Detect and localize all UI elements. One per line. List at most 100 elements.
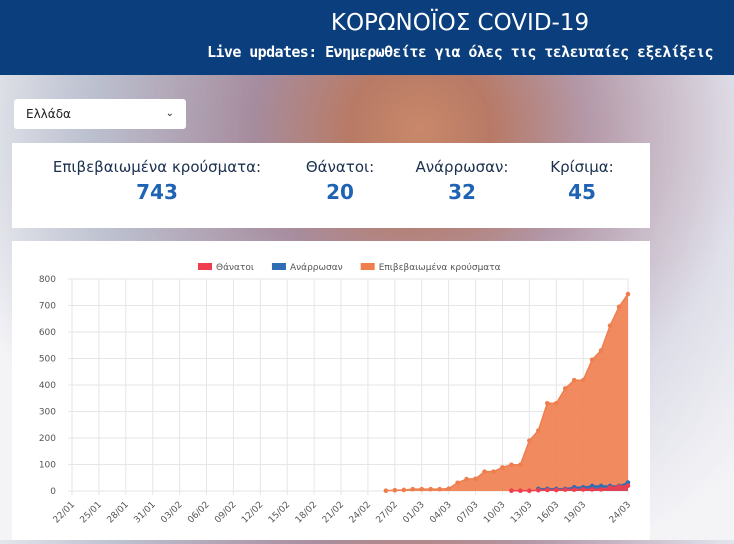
point: [473, 476, 478, 482]
stat-value: 32: [448, 180, 476, 204]
y-tick-label: 600: [39, 328, 56, 338]
point: [616, 484, 622, 489]
legend-swatch: [271, 263, 286, 270]
x-tick-label: 15/02: [267, 500, 292, 525]
point: [500, 465, 505, 470]
point: [509, 488, 514, 494]
point: [589, 487, 595, 492]
point: [571, 487, 577, 492]
point: [509, 462, 514, 468]
point: [527, 488, 532, 494]
point: [589, 357, 595, 363]
y-tick-label: 800: [39, 275, 56, 285]
point: [392, 487, 398, 493]
x-tick-label: 12/02: [240, 500, 265, 525]
x-tick-label: 13/03: [509, 500, 534, 525]
point: [544, 400, 550, 406]
point: [446, 486, 451, 491]
point: [419, 486, 425, 492]
point: [607, 485, 613, 490]
x-tick-label: 25/01: [79, 500, 104, 525]
line: [385, 293, 629, 492]
y-tick-label: 400: [39, 381, 56, 391]
point: [482, 469, 487, 474]
country-select[interactable]: Ελλάδα ⌄: [14, 99, 186, 129]
stat-value: 45: [568, 180, 596, 204]
point: [562, 386, 568, 391]
point: [518, 462, 523, 468]
point: [437, 486, 442, 492]
point: [562, 487, 568, 492]
point: [536, 428, 541, 433]
header: ΚΟΡΩΝΟΪΟΣ COVID-19 Live updates: Ενημερω…: [0, 0, 734, 75]
point: [536, 487, 541, 493]
point: [598, 348, 604, 353]
chevron: ⌄: [165, 108, 174, 119]
point: [527, 438, 532, 443]
point: [589, 483, 595, 489]
y-tick-label: 0: [50, 487, 56, 497]
legend-swatch: [198, 263, 212, 270]
point: [553, 400, 559, 406]
point: [598, 487, 604, 492]
stat-label: Ανάρρωσαν:: [415, 158, 509, 176]
point: [598, 483, 604, 489]
y-tick-label: 100: [39, 461, 56, 471]
point: [455, 480, 460, 486]
point: [625, 291, 631, 297]
x-tick-label: 01/03: [401, 500, 426, 525]
point: [518, 488, 523, 494]
legend: Θάνατοι Ανάρρωσαν Επιβεβαιωμένα κρούσματα: [198, 262, 501, 273]
point: [571, 377, 577, 383]
x-tick-label: 24/02: [348, 500, 373, 525]
point: [625, 483, 631, 488]
chart: 0 100 200 300 400 500 600 700 800 22/01 25/01 28/01…: [39, 262, 633, 525]
point: [544, 487, 550, 493]
point: [383, 488, 389, 494]
chart-panel: 0 100 200 300 400 500 600 700 800 22/01 25/01 28/01…: [12, 241, 650, 540]
x-tick-label: 09/02: [213, 500, 238, 525]
x-tick-label: 10/03: [482, 500, 507, 525]
x-tick-label: 24/03: [608, 500, 633, 525]
point: [401, 487, 407, 493]
point: [428, 486, 434, 492]
point: [553, 487, 559, 493]
area: [385, 294, 628, 491]
y-tick-label: 200: [39, 434, 56, 444]
x-tick-label: 04/03: [428, 500, 453, 525]
y-tick-label: 500: [39, 355, 56, 365]
point: [410, 486, 416, 492]
selected-country: Ελλάδα: [26, 107, 71, 121]
x-tick-label: 22/01: [52, 500, 77, 525]
point: [464, 476, 469, 482]
x-tick-label: 18/02: [294, 500, 319, 525]
point: [580, 487, 586, 492]
title: ΚΟΡΩΝΟΪΟΣ COVID-19: [330, 10, 590, 36]
stat: Επιβεβαιωμένα κρούσματα: 743: [42, 158, 272, 204]
legend-label: Επιβεβαιωμένα κρούσματα: [379, 262, 501, 273]
point: [616, 304, 622, 310]
stat-label: Θάνατοι:: [305, 158, 375, 176]
stat: Θάνατοι: 20: [290, 158, 390, 204]
stat-value: 743: [136, 180, 178, 204]
legend-label: Θάνατοι: [216, 263, 254, 273]
point: [607, 323, 613, 328]
stat-label: Κρίσιμα:: [550, 158, 614, 176]
subtitle: Live updates: Ενημερωθείτε για όλες τις …: [207, 43, 713, 61]
stat-label: Επιβεβαιωμένα κρούσματα:: [52, 158, 262, 176]
x-tick-label: 21/02: [321, 500, 346, 525]
legend-label: Ανάρρωσαν: [290, 263, 343, 273]
stat: Κρίσιμα: 45: [537, 158, 627, 204]
point: [625, 480, 631, 485]
stat: Ανάρρωσαν: 32: [402, 158, 522, 204]
point: [580, 377, 586, 383]
y-tick-label: 700: [39, 302, 56, 312]
x-tick-label: 16/03: [536, 500, 561, 525]
legend-swatch: [360, 263, 375, 270]
x-tick-label: 31/01: [132, 500, 157, 525]
x-tick-label: 27/02: [375, 500, 400, 525]
x-tick-label: 28/01: [106, 500, 131, 525]
stats-panel: Επιβεβαιωμένα κρούσματα: 743 Θάνατοι: 20 Α…: [12, 143, 650, 228]
x-tick-label: 07/03: [455, 500, 480, 525]
x-tick-label: 03/02: [159, 500, 184, 525]
